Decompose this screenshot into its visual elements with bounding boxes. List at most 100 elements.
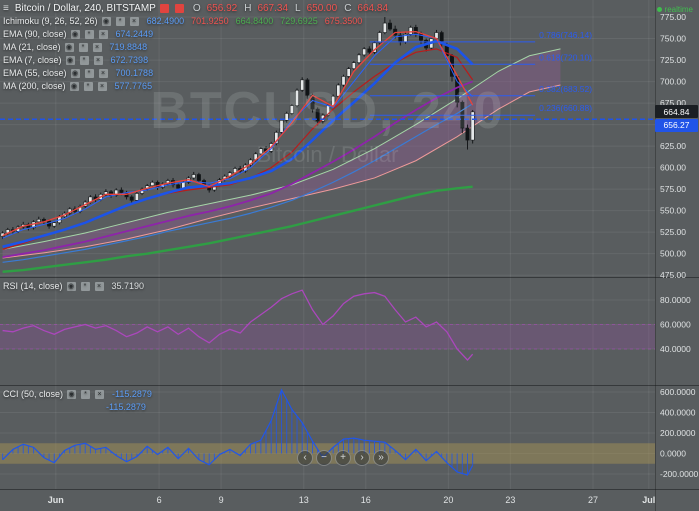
toggle-visibility-button[interactable]: ◉ xyxy=(67,389,77,399)
rsi-line xyxy=(2,289,474,361)
time-tick-label: Jul xyxy=(642,495,655,505)
remove-button[interactable]: × xyxy=(98,68,108,78)
time-tick-label: 13 xyxy=(299,495,309,505)
candle-body xyxy=(351,62,356,69)
candle-body xyxy=(36,218,41,223)
legend-row-ema-90-close: EMA (90, close) ◉ * × 674.2449 xyxy=(3,28,388,40)
ohlc-value: 664.84 xyxy=(357,2,389,14)
candle-body xyxy=(300,79,305,91)
toggle-visibility-button[interactable]: ◉ xyxy=(101,16,111,26)
toggle-visibility-button[interactable]: ◉ xyxy=(66,281,76,291)
ichimoku-span-b-line xyxy=(2,84,561,259)
candle-body xyxy=(346,68,351,77)
indicator-name[interactable]: CCI (50, close) xyxy=(3,389,64,399)
remove-button[interactable]: × xyxy=(129,16,139,26)
remove-button[interactable]: × xyxy=(97,81,107,91)
remove-button[interactable]: × xyxy=(92,42,102,52)
indicator-name[interactable]: EMA (55, close) xyxy=(3,68,67,78)
indicator-name[interactable]: EMA (90, close) xyxy=(3,29,67,39)
overlay-ichimoku-conversion xyxy=(2,33,474,239)
candle-body xyxy=(150,181,155,186)
indicator-value: 577.7765 xyxy=(114,81,153,91)
indicator-value: 729.6925 xyxy=(280,16,318,26)
legend-row-ema-55-close: EMA (55, close) ◉ * × 700.1788 xyxy=(3,67,388,79)
cci-tick-label: 400.0000 xyxy=(660,407,696,417)
scroll-right-button[interactable]: › xyxy=(354,450,370,466)
settings-button[interactable]: * xyxy=(83,81,93,91)
candle-body xyxy=(129,196,134,201)
remove-button[interactable]: × xyxy=(98,29,108,39)
menu-icon[interactable]: ≡ xyxy=(3,2,9,14)
indicator-value: 675.3500 xyxy=(324,16,363,26)
toggle-visibility-button[interactable]: ◉ xyxy=(69,81,79,91)
price-tick-label: 600.00 xyxy=(660,163,686,173)
candle-body xyxy=(284,113,289,121)
candle-body xyxy=(470,111,475,141)
zoom-in-button[interactable]: + xyxy=(335,450,351,466)
fib-level-label: 0.382(683.52) xyxy=(539,84,592,94)
candle-body xyxy=(465,127,470,141)
candle-body xyxy=(191,174,196,179)
time-tick-label: 16 xyxy=(361,495,371,505)
indicator-name[interactable]: MA (21, close) xyxy=(3,42,61,52)
price-tick-label: 750.00 xyxy=(660,34,686,44)
indicator-value: 35.7190 xyxy=(111,281,145,291)
scroll-left-button[interactable]: ‹ xyxy=(297,450,313,466)
candlestick-series xyxy=(0,17,475,240)
settings-button[interactable]: * xyxy=(80,281,90,291)
toggle-visibility-button[interactable]: ◉ xyxy=(64,42,74,52)
remove-button[interactable]: × xyxy=(95,389,105,399)
overlay-ema-90 xyxy=(2,103,473,263)
candle-body xyxy=(119,189,124,193)
ohlc-value: 650.00 xyxy=(306,2,338,14)
ohlc-value: 656.92 xyxy=(206,2,238,14)
indicator-value: 700.1788 xyxy=(115,68,154,78)
zoom-out-button[interactable]: − xyxy=(316,450,332,466)
cci-tick-label: 200.0000 xyxy=(660,428,696,438)
settings-button[interactable]: * xyxy=(78,42,88,52)
indicator-name[interactable]: MA (200, close) xyxy=(3,81,66,91)
realtime-dot-icon xyxy=(656,7,662,12)
toggle-visibility-button[interactable]: ◉ xyxy=(70,29,80,39)
candle-body xyxy=(382,22,387,33)
legend-main: ≡ Bitcoin / Dollar, 240, BITSTAMP O 656.92 H… xyxy=(3,2,388,93)
settings-button[interactable]: * xyxy=(84,68,94,78)
legend-row-ma-21-close: MA (21, close) ◉ * × 719.8848 xyxy=(3,41,388,53)
toggle-visibility-button[interactable]: ◉ xyxy=(65,55,75,65)
alert-badge[interactable] xyxy=(174,3,184,13)
indicator-name[interactable]: RSI (14, close) xyxy=(3,281,63,291)
settings-button[interactable]: * xyxy=(84,29,94,39)
indicator-name[interactable]: EMA (7, close) xyxy=(3,55,62,65)
settings-button[interactable]: * xyxy=(81,389,91,399)
toggle-visibility-button[interactable]: ◉ xyxy=(70,68,80,78)
time-tick-label: 23 xyxy=(505,495,515,505)
candle-body xyxy=(41,218,46,222)
indicator-name[interactable]: Ichimoku (9, 26, 52, 26) xyxy=(3,16,98,26)
candle-body xyxy=(413,27,418,34)
legend-title-row: ≡ Bitcoin / Dollar, 240, BITSTAMP O 656.92 H… xyxy=(3,2,388,14)
indicator-value: -115.2879 xyxy=(112,389,152,399)
alert-badge[interactable] xyxy=(159,3,169,13)
scroll-latest-button[interactable]: » xyxy=(373,450,389,466)
symbol-title[interactable]: Bitcoin / Dollar, 240, BITSTAMP xyxy=(14,2,156,14)
remove-button[interactable]: × xyxy=(94,281,104,291)
fib-level-label: 0.618(720.10) xyxy=(539,52,592,62)
time-tick-label: 6 xyxy=(157,495,162,505)
indicator-value: 664.8400 xyxy=(235,16,274,26)
candle-body xyxy=(134,193,139,201)
settings-button[interactable]: * xyxy=(79,55,89,65)
settings-button[interactable]: * xyxy=(115,16,125,26)
legend-row-cci-2: -115.2879 xyxy=(103,401,152,413)
ohlc-key: O xyxy=(192,2,201,14)
ichimoku-cloud xyxy=(2,48,561,258)
price-tick-label: 500.00 xyxy=(660,249,686,259)
indicator-value: 672.7398 xyxy=(110,55,149,65)
realtime-label: realtime xyxy=(664,5,693,14)
candle-body xyxy=(357,54,362,63)
candle-body xyxy=(196,174,201,181)
price-tick-label: 525.00 xyxy=(660,227,686,237)
remove-button[interactable]: × xyxy=(93,55,103,65)
fib-level-label: 0.236(660.88) xyxy=(539,103,592,113)
